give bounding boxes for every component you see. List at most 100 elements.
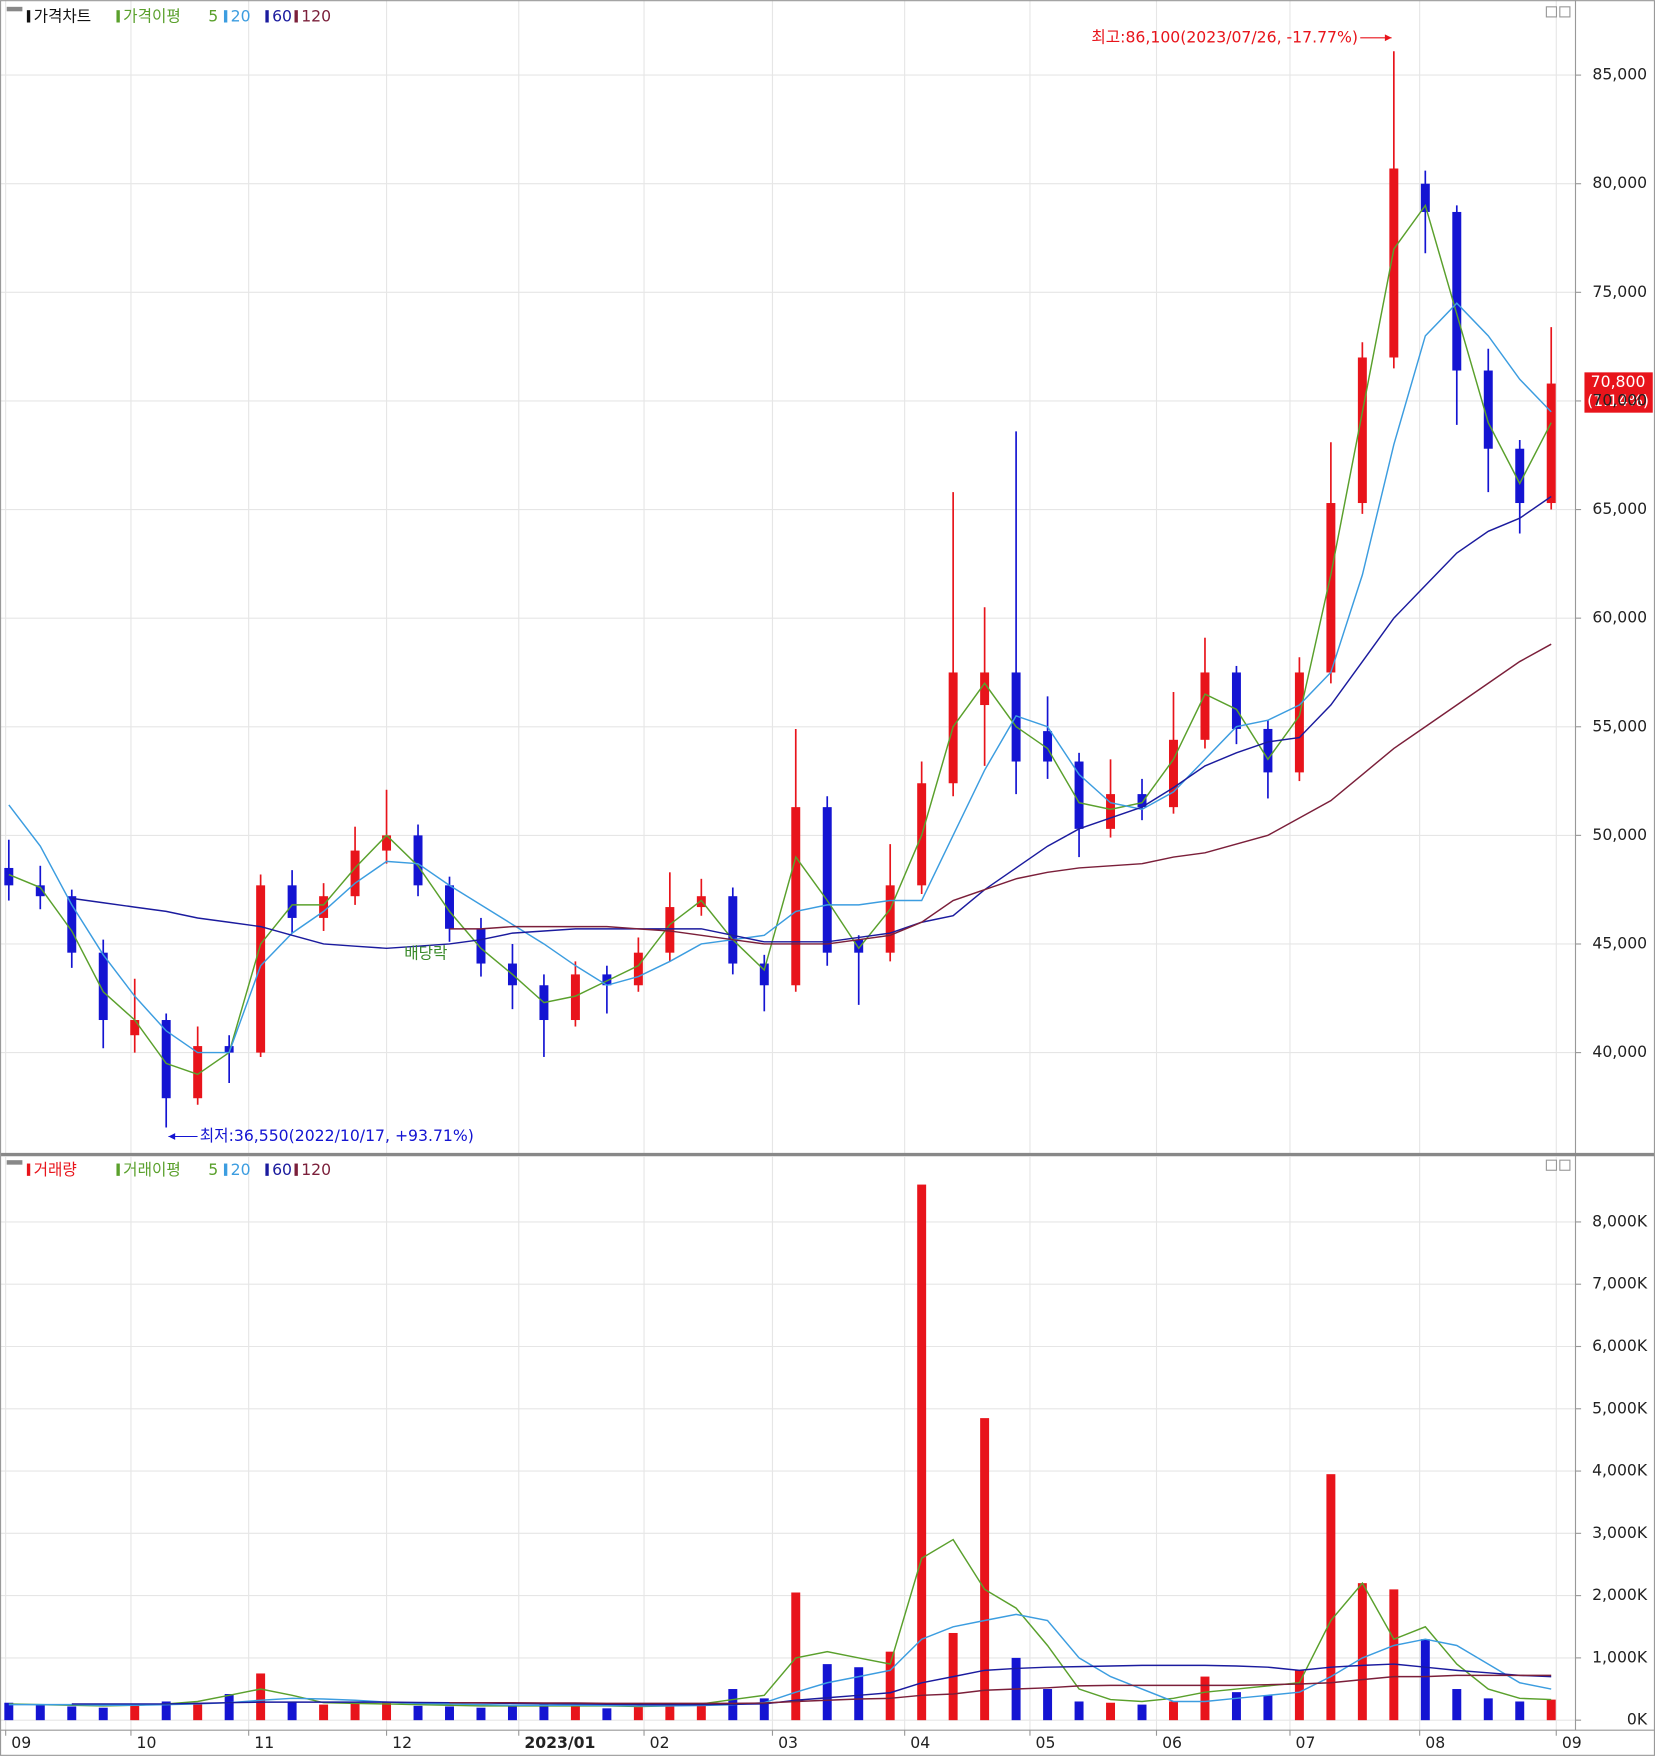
legend-item: 120 [301,6,331,25]
volume-bar [759,1698,769,1721]
candle-body [1106,794,1116,829]
panel-icon [6,1160,23,1165]
candle-body [161,1020,171,1099]
candle-body [885,885,895,953]
volume-bar [570,1706,580,1721]
candle-body [980,672,990,706]
ma-line [71,1663,1552,1706]
volume-bar [98,1707,108,1721]
last-change: (1.14%) [1587,391,1649,410]
volume-bar [130,1705,140,1721]
last-price-box [1584,372,1653,413]
x-tick-label: 09 [1562,1733,1582,1752]
x-tick-label: 08 [1425,1733,1445,1752]
x-tick-label: 04 [910,1733,930,1752]
volume-bar [1043,1689,1053,1721]
candle-body [602,974,612,986]
candle-body [1452,211,1462,371]
legend-item: 5 [208,6,218,25]
volume-bar [319,1704,329,1721]
volume-bar [35,1704,45,1721]
volume-bar [1169,1701,1178,1721]
low-annotation: 최저:36,550(2022/10/17, +93.71%) [200,1126,474,1145]
candle-body [1137,794,1147,808]
panel-icon [6,6,23,12]
volume-bar [1106,1702,1116,1721]
legend-swatch [223,1163,228,1176]
candle-body [1074,761,1084,829]
candle-body [854,939,864,953]
candle-body [1231,672,1241,729]
min-button[interactable] [1545,6,1558,18]
volume-bar [539,1703,549,1721]
candle-body [1294,672,1304,773]
legend-item: 60 [272,1160,292,1179]
ma-line [8,203,1552,1076]
ma-line [449,643,1552,945]
volume-bar [1515,1701,1525,1721]
volume-bar [382,1701,392,1721]
legend-title: 가격차트 [34,6,92,25]
volume-bar [854,1667,864,1721]
annotation-arrow [1384,34,1392,42]
legend-ma: 거래이평 [123,1160,181,1179]
legend-item: 120 [301,1160,331,1179]
legend-item: 60 [272,6,292,25]
y-tick-label: 3,000K [1592,1523,1648,1542]
y-tick-label: 5,000K [1592,1398,1648,1417]
close-button[interactable] [1559,6,1571,18]
y-tick-label: 6,000K [1592,1336,1648,1355]
candle-body [287,885,297,918]
candle-body [1546,383,1556,504]
legend-item: 20 [231,1160,251,1179]
volume-bar [1546,1699,1556,1721]
volume-bar [1452,1689,1462,1721]
dividend-annotation: 배당락 [404,944,447,963]
volume-bar [1420,1639,1430,1721]
min-button[interactable] [1545,1159,1558,1171]
x-tick-label: 06 [1162,1733,1182,1752]
candle-body [665,907,675,953]
legend-ma: 가격이평 [123,6,181,25]
candle-body [791,807,801,986]
candle-body [728,896,738,964]
volume-bar [350,1702,360,1721]
volume-bar [67,1706,77,1721]
last-price: 70,800 [1591,372,1646,391]
volume-bar [1200,1676,1210,1721]
ma-line [8,302,1552,1054]
y-tick-label: 55,000 [1592,716,1647,735]
volume-bar [413,1705,423,1721]
legend-swatch [294,1163,298,1176]
volume-bar [1294,1670,1304,1721]
candle-body [256,885,266,1053]
candle-body [382,835,392,851]
legend-item: 20 [231,6,251,25]
volume-bar [1389,1589,1399,1721]
legend-swatch [116,1163,120,1176]
volume-bar [161,1701,171,1721]
volume-bar [885,1651,895,1721]
x-tick-label: 2023/01 [524,1733,595,1752]
legend-item: 5 [208,1160,218,1179]
candle-body [413,835,423,886]
volume-bar [1231,1692,1241,1721]
volume-bar [791,1592,801,1721]
candle-body [1515,448,1525,504]
legend-swatch [26,10,31,23]
volume-bar [1137,1704,1147,1721]
y-tick-label: 80,000 [1592,173,1647,192]
close-button[interactable] [1559,1159,1571,1171]
candle-body [1389,168,1399,358]
window-buttons[interactable] [1545,6,1571,1171]
legend-swatch [116,10,120,23]
y-tick-label: 40,000 [1592,1042,1647,1061]
volume-bar [507,1704,517,1721]
ma-line [71,495,1552,950]
candle-body [35,885,45,897]
candle-body [822,807,832,953]
y-tick-label: 1,000K [1592,1647,1648,1666]
legend-title: 거래량 [34,1160,77,1179]
volume-bar [665,1704,675,1721]
